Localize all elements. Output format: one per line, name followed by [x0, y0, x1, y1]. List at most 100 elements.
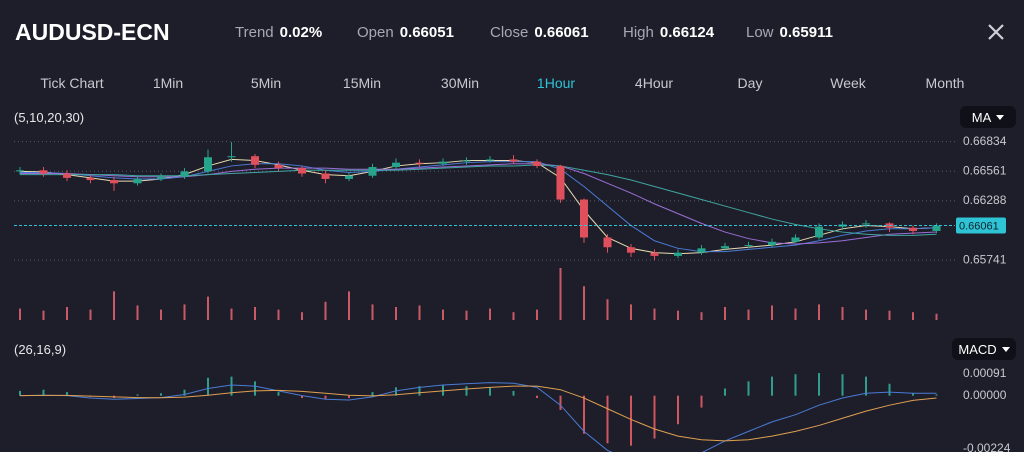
timeframe-tab[interactable]: Tick Chart [40, 75, 104, 91]
volume-bar [230, 308, 233, 320]
volume-bar [395, 307, 397, 320]
candle-body [39, 170, 48, 174]
volume-bar [465, 310, 468, 320]
macd-histogram-bar [700, 395, 703, 408]
macd-histogram-bar [136, 394, 139, 396]
volume-bar [371, 304, 374, 320]
candle-body [815, 226, 823, 238]
macd-histogram-bar [841, 374, 844, 396]
macd-histogram-bar [489, 387, 491, 396]
macd-histogram-bar [771, 376, 773, 396]
timeframe-tab[interactable]: 30Min [440, 75, 480, 91]
macd-histogram-bar [418, 386, 421, 396]
volume-bar [254, 307, 256, 320]
volume-bar [207, 296, 209, 320]
timeframe-tab[interactable]: 5Min [250, 75, 282, 91]
macd-histogram-bar [606, 395, 609, 444]
timeframe-tab[interactable]: 1Hour [536, 75, 576, 91]
macd-line [19, 385, 937, 442]
timeframe-tab[interactable]: 4Hour [634, 75, 674, 91]
candle-body [251, 156, 259, 165]
volume-bar [912, 312, 914, 320]
macd-histogram-bar [724, 388, 726, 396]
stat-value: 0.02% [279, 24, 323, 41]
timeframe-tab[interactable]: 1Min [152, 75, 184, 91]
candle-body [580, 199, 588, 238]
candle-body [392, 162, 400, 168]
candle-body [204, 157, 212, 172]
close-button[interactable] [988, 24, 1004, 40]
candle-body [462, 160, 471, 162]
moving-average-line [20, 164, 937, 236]
candle-body [768, 241, 776, 246]
volume-bar [324, 301, 327, 320]
candle-body [838, 224, 847, 227]
stat: Open 0.66051 [357, 24, 454, 41]
current-price-box [956, 217, 1006, 234]
macd-histogram-bar [348, 395, 350, 399]
candle-body [721, 246, 729, 249]
candle-body [180, 171, 189, 177]
volume-bar [630, 304, 632, 320]
macd-dropdown[interactable]: MACD [952, 338, 1016, 360]
macd-dropdown-label: MACD [958, 341, 997, 357]
macd-histogram-bar [747, 381, 750, 396]
macd-histogram-bar [160, 393, 162, 396]
stat-label: Close [490, 24, 529, 41]
volume-bar [677, 310, 679, 320]
symbol: AUDUSD-ECN [15, 19, 170, 45]
candle-body [909, 227, 917, 231]
candle-body [791, 237, 800, 242]
volume-bar [66, 307, 68, 320]
macd-histogram-bar [818, 373, 820, 396]
timeframe-tab[interactable]: 15Min [342, 75, 382, 91]
candle-body [509, 159, 518, 162]
candle-body [674, 252, 682, 256]
stat-label: Open [357, 24, 394, 41]
candle-body [697, 248, 706, 253]
macd-histogram-bar [559, 395, 562, 410]
current-price-label: 0.66061 [959, 220, 999, 232]
timeframe-tab[interactable]: Week [830, 75, 866, 91]
candle-body [744, 245, 753, 247]
volume-bar [42, 310, 45, 320]
candle-body [439, 161, 447, 164]
macd-tick-label: -0.00224 [963, 441, 1011, 452]
ma-dropdown-label: MA [971, 109, 992, 125]
candle-body [63, 173, 71, 178]
volume-bar [512, 312, 515, 320]
moving-average-line [20, 163, 937, 245]
macd-histogram-bar [912, 393, 914, 396]
stat-value: 0.66061 [534, 24, 589, 41]
moving-average-line [20, 161, 937, 253]
timeframe-tab[interactable]: Day [737, 75, 763, 91]
volume-bar [136, 305, 139, 320]
macd-histogram-bar [935, 394, 938, 396]
macd-histogram-bar [653, 395, 656, 439]
volume-bar [442, 309, 444, 320]
volume-bar [794, 308, 797, 320]
volume-bar [818, 304, 820, 320]
candle-body [16, 170, 24, 172]
candle-body [110, 180, 118, 184]
volume-bar [935, 313, 938, 320]
volume-bar [700, 312, 703, 320]
volume-bar [489, 308, 491, 320]
candle-body [556, 165, 565, 200]
ma-dropdown[interactable]: MA [960, 106, 1016, 128]
stat: Trend 0.02% [235, 24, 322, 41]
candle-body [274, 164, 283, 169]
macd-histogram-bar [465, 386, 468, 396]
macd-histogram-bar [66, 392, 68, 396]
volume-bar [724, 307, 726, 320]
volume-bar [771, 305, 773, 320]
price-tick-label: 0.66288 [963, 193, 1007, 207]
macd-histogram-bar [442, 384, 444, 396]
ma-params: (5,10,20,30) [14, 110, 85, 125]
candle-body [932, 225, 941, 231]
price-tick-label: 0.66834 [963, 134, 1007, 148]
macd-histogram-bar [183, 389, 186, 396]
candle-body [157, 176, 165, 179]
volume-bar [653, 308, 656, 320]
timeframe-tab[interactable]: Month [925, 75, 965, 91]
